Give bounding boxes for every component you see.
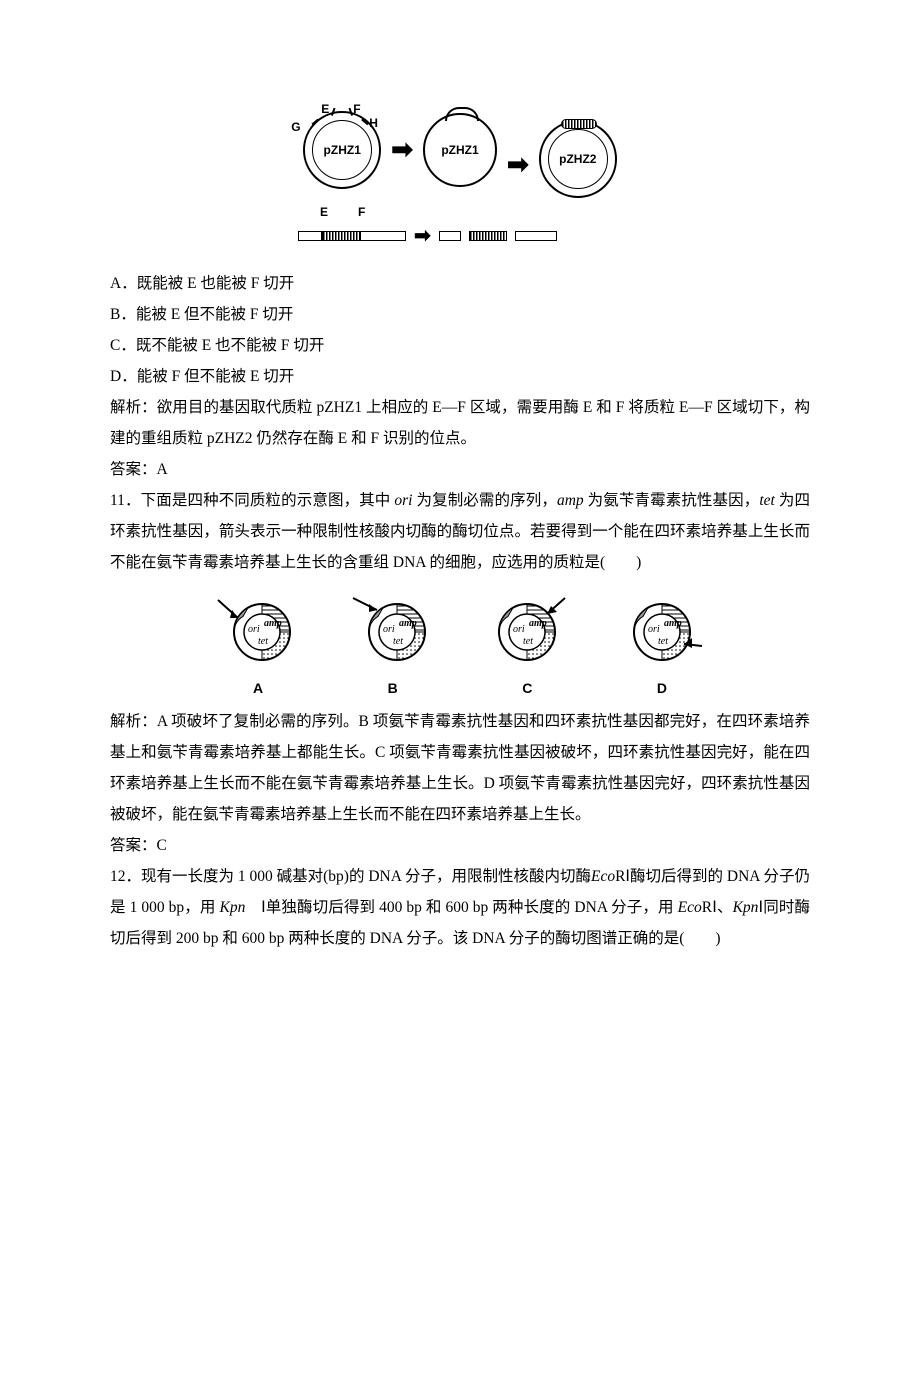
figure-plasmid-construction: pZHZ1 E F G H ➡ pZHZ1 ➡ pZHZ2 [280,90,640,210]
figure-linear-dna: E F ➡ [280,216,640,250]
q11-stem-part1: 11．下面是四种不同质粒的示意图，其中 [110,492,394,509]
svg-text:ori: ori [383,624,395,635]
plasmid-option-b: ori amp tet B [345,588,441,702]
q12-stem-part3: Ⅰ单独酶切后得到 400 bp 和 600 bp 两种长度的 DNA 分子，用 [245,899,677,916]
svg-text:tet: tet [258,636,268,647]
svg-text:tet: tet [393,636,403,647]
site-label-f: F [353,97,360,121]
q11-explanation: 解析：A 项破坏了复制必需的序列。B 项氨苄青霉素抗性基因和四环素抗性基因都完好… [110,706,810,830]
svg-text:amp: amp [264,618,282,629]
svg-text:amp: amp [664,618,682,629]
figure-four-plasmids: ori amp tet A ori amp tet B [210,588,710,702]
arrow-icon: ➡ [414,216,431,256]
svg-text:amp: amp [399,618,417,629]
q12-stem-part1: 12．现有一长度为 1 000 碱基对(bp)的 DNA 分子，用限制性核酸内切… [110,868,591,885]
svg-text:tet: tet [523,636,533,647]
site-label-h: H [369,111,378,135]
q11-stem-part2: 为复制必需的序列， [412,492,556,509]
q11-ori: ori [394,492,412,509]
q12-stem: 12．现有一长度为 1 000 碱基对(bp)的 DNA 分子，用限制性核酸内切… [110,861,810,954]
arrow-icon: ➡ [507,139,529,191]
svg-text:ori: ori [248,624,260,635]
q12-stem-part4: RⅠ、 [702,899,733,916]
q10-option-b: B．能被 E 但不能被 F 切开 [110,299,810,330]
q11-amp: amp [557,492,584,509]
q11-tet: tet [759,492,775,509]
svg-text:ori: ori [648,624,660,635]
site-label-g: G [291,115,300,139]
plasmid-option-c: ori amp tet C [479,588,575,702]
q12-enz4: Kpn [733,899,759,916]
plasmid-d-label: D [657,674,667,702]
plasmid-pzhz2: pZHZ2 [539,120,617,198]
plasmid-pzhz1-a: pZHZ1 E F G H [303,111,381,189]
plasmid-option-d: ori amp tet D [614,588,710,702]
q10-option-a: A．既能被 E 也能被 F 切开 [110,268,810,299]
plasmid-b-label: B [388,674,398,702]
svg-text:amp: amp [529,618,547,629]
q10-option-d: D．能被 F 但不能被 E 切开 [110,361,810,392]
plasmid-a-label: A [253,674,263,702]
q11-stem: 11．下面是四种不同质粒的示意图，其中 ori 为复制必需的序列，amp 为氨苄… [110,485,810,578]
plasmid-pzhz1-cut: pZHZ1 [423,113,497,187]
q12-enz3: Eco [678,899,702,916]
arrow-icon: ➡ [391,124,413,176]
q10-answer: 答案：A [110,454,810,485]
q10-option-c: C．既不能被 E 也不能被 F 切开 [110,330,810,361]
site-label-e: E [321,97,329,121]
svg-text:ori: ori [513,624,525,635]
q12-enz1: Eco [591,868,615,885]
q11-answer: 答案：C [110,830,810,861]
q10-explanation: 解析：欲用目的基因取代质粒 pZHZ1 上相应的 E—F 区域，需要用酶 E 和… [110,392,810,454]
svg-text:tet: tet [658,636,668,647]
q12-enz2: Kpn [220,899,246,916]
plasmid-pzhz1-a-label: pZHZ1 [312,120,372,180]
linear-label-e: E [320,200,328,224]
plasmid-option-a: ori amp tet A [210,588,306,702]
plasmid-pzhz2-label: pZHZ2 [548,129,608,189]
q11-stem-part3: 为氨苄青霉素抗性基因， [584,492,760,509]
linear-label-f: F [358,200,365,224]
plasmid-c-label: C [522,674,532,702]
